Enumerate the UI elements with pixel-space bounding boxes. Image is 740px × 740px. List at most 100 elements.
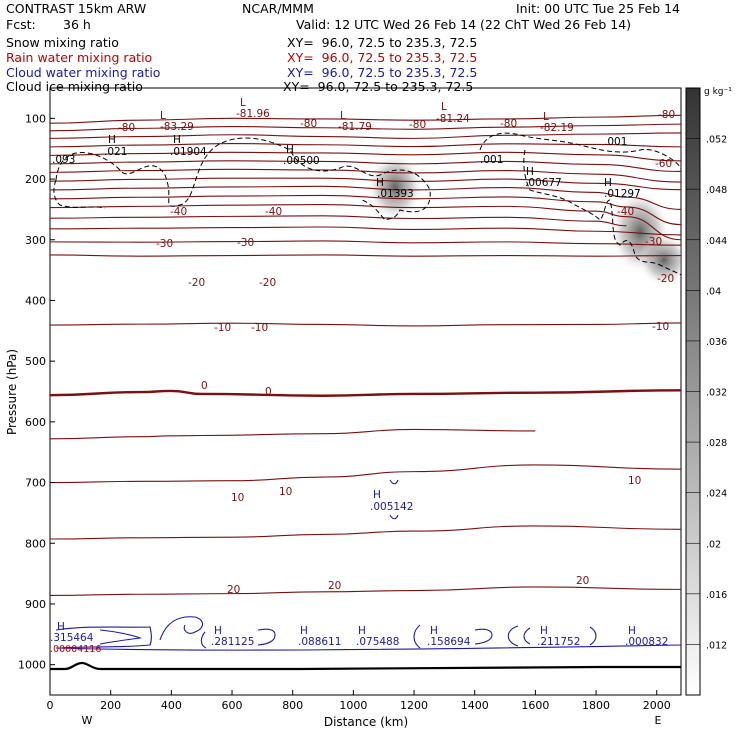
x-tick-label: 1800 [582, 699, 610, 712]
cloud-water-max-value: .281125 [211, 636, 254, 648]
cloud-water-max-value: .158694 [427, 636, 471, 648]
cloud-water-contour [507, 625, 519, 647]
cloud-water-contour [55, 626, 153, 649]
y-tick-label: 700 [25, 477, 46, 490]
low-marker: L [441, 101, 447, 113]
y-tick-label: 500 [25, 355, 46, 368]
temperature-labels: -80 -80 -80 -80 -80 -60 -40 -40 -40 -30 … [118, 97, 675, 596]
low-marker: L [543, 111, 549, 123]
y-tick-label: 600 [25, 416, 46, 429]
contour-level-label: 10 [231, 492, 244, 504]
contour-level-label: -40 [617, 206, 634, 218]
low-value: -81.96 [236, 108, 270, 120]
contour-level-label: 10 [628, 475, 641, 487]
temperature-contour-line [50, 586, 681, 597]
high-marker: H [376, 177, 384, 189]
contour-level-label: 0 [265, 386, 272, 398]
cloud-water-contour [99, 629, 143, 645]
temperature-contour-line [50, 123, 681, 132]
low-value: -82.19 [540, 122, 574, 134]
temperature-contour-line [50, 428, 536, 440]
cloud-water-contour [389, 479, 399, 520]
temperature-contour-line [50, 389, 681, 397]
high-marker: H [286, 144, 294, 156]
temperature-contour-line [50, 151, 681, 162]
colorbar-tick-label: .048 [706, 185, 727, 196]
low-value: -81.24 [436, 113, 470, 125]
contour-level-label: -40 [265, 206, 282, 218]
colorbar-tick-label: .036 [706, 337, 727, 348]
west-end-label: W [82, 714, 93, 727]
temperature-contour-line [50, 168, 681, 183]
colorbar-tick-label: .044 [706, 236, 727, 247]
contour-level-label: 10 [279, 486, 292, 498]
y-tick-label: 800 [25, 537, 46, 550]
cloud-water-max-value: .088611 [298, 636, 341, 648]
colorbar-tick-label: .02 [706, 539, 721, 550]
cloud-water-max-value: .005142 [370, 501, 413, 513]
snow-maximum-shading [367, 153, 423, 221]
low-value: -81.79 [338, 121, 372, 133]
cloud-water-max-value: .000832 [625, 636, 668, 648]
snow-maximum-shading [638, 234, 681, 286]
temperature-contour-line [50, 142, 681, 148]
colorbar-tick-label: .016 [706, 590, 727, 601]
colorbar-tick-label: .012 [706, 640, 727, 651]
ice-max-value: .00677 [525, 177, 562, 189]
contour-level-label: -20 [188, 277, 205, 289]
ice-max-value: .093 [52, 154, 75, 166]
plot-area [50, 114, 681, 671]
temperature-contour-line [50, 226, 681, 236]
cloud-ice-contour [523, 149, 681, 276]
contour-level-label: 20 [576, 575, 589, 587]
cloud-water-contour [159, 616, 204, 641]
contour-level-label: -40 [170, 206, 187, 218]
contour-level-label: -30 [237, 237, 254, 249]
organization: NCAR/MMM [242, 1, 314, 16]
contour-level-label: -80 [500, 118, 517, 130]
temperature-contour-line [50, 254, 681, 257]
plot-frame [49, 87, 682, 696]
y-tick-label: 200 [25, 173, 46, 186]
x-tick-label: 800 [282, 699, 303, 712]
cloud-ice-contour [53, 179, 106, 209]
y-axis: 100 200 300 400 500 600 700 800 900 1000 [18, 112, 55, 672]
colorbar-tick-label: .028 [706, 438, 727, 449]
high-marker: H [57, 621, 65, 633]
contour-level-label: -10 [652, 321, 669, 333]
temperature-contour-line [50, 160, 681, 173]
x-tick-label: 200 [100, 699, 121, 712]
colorbar-unit: g kg⁻¹ [704, 87, 732, 97]
cloud-water-field-title: Cloud water mixing ratio [6, 65, 161, 80]
temperature-contour-line [50, 114, 681, 124]
high-marker: H [300, 625, 308, 637]
forecast-label: Fcst: [6, 17, 36, 32]
contour-level-label: 20 [328, 580, 341, 592]
ice-max-value: .00500 [283, 155, 320, 167]
valid-time: Valid: 12 UTC Wed 26 Feb 14 (22 ChT Wed … [296, 17, 632, 32]
cloud-ice-field-title: Cloud ice mixing ratio [6, 79, 143, 94]
high-marker: H [214, 625, 222, 637]
contour-level-label: 20 [227, 584, 240, 596]
cloud-water-contour [413, 624, 421, 649]
temperature-contour-line [50, 177, 681, 191]
y-tick-label: 400 [25, 294, 46, 307]
y-tick-label: 300 [25, 234, 46, 247]
x-tick-label: 0 [47, 699, 54, 712]
high-marker: H [173, 134, 181, 146]
colorbar-ticks: .012 .016 .02 .024 .028 .032 .036 .04 .044 .048 .0… [686, 135, 727, 651]
cloud-water-max-value: .211752 [537, 636, 580, 648]
temperature-contour-line [50, 194, 681, 226]
contour-level-label: -10 [251, 322, 268, 334]
high-marker: H [604, 177, 612, 189]
cloud-water-contour [589, 626, 597, 646]
contour-level-label: -10 [214, 322, 231, 334]
y-tick-label: 1000 [18, 659, 46, 672]
contour-level-label: -80 [300, 118, 317, 130]
cloud-water-contour [523, 627, 531, 645]
contour-level-label: -80 [118, 122, 135, 134]
y-tick-label: 900 [25, 598, 46, 611]
contour-level-label: -30 [156, 238, 173, 250]
high-marker: H [108, 134, 116, 146]
contour-level-label: -20 [657, 273, 674, 285]
